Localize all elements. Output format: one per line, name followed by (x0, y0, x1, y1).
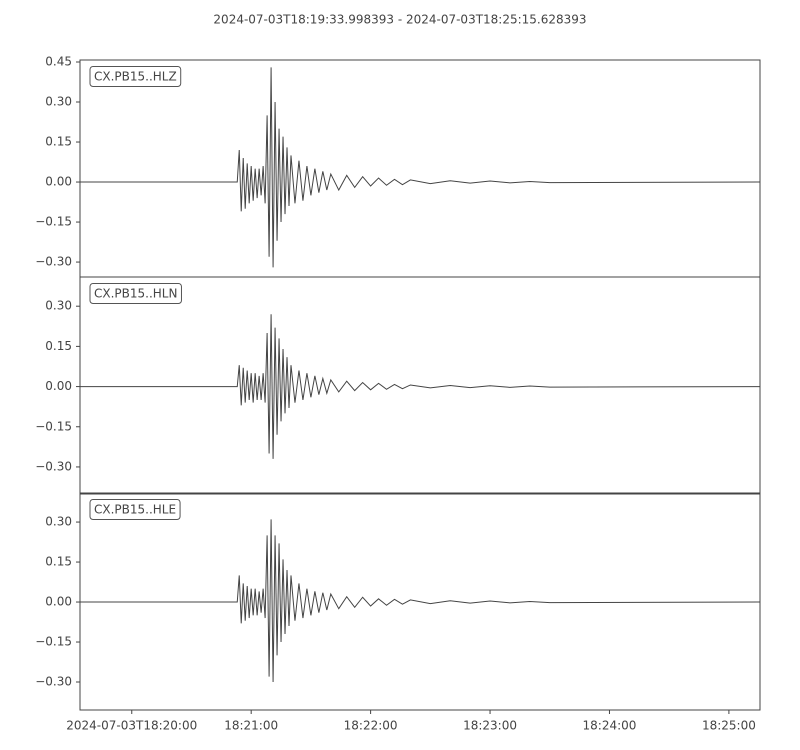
panel-frame (79, 59, 761, 278)
y-tick-label: −0.15 (35, 419, 72, 433)
y-tick-label: 0.00 (45, 379, 72, 393)
y-tick-label: 0.30 (45, 299, 72, 313)
x-tick-label: 18:21:00 (224, 719, 278, 733)
panel-frame (79, 276, 761, 495)
y-tick-label: 0.45 (45, 55, 72, 69)
trace-label: CX.PB15..HLE (94, 503, 176, 517)
x-tick-label: 2024-07-03T18:20:00 (66, 719, 197, 733)
x-tick-label: 18:24:00 (583, 719, 637, 733)
waveform (80, 314, 761, 459)
x-tick-label: 18:23:00 (463, 719, 517, 733)
y-tick-label: 0.30 (45, 515, 72, 529)
y-tick-label: −0.15 (35, 635, 72, 649)
y-tick-label: 0.15 (45, 555, 72, 569)
y-tick-label: −0.30 (35, 675, 72, 689)
trace-label-box (89, 283, 182, 304)
y-tick-label: 0.15 (45, 339, 72, 353)
y-tick-label: 0.00 (45, 175, 72, 189)
y-tick-label: 0.15 (45, 135, 72, 149)
y-tick-label: −0.15 (35, 215, 72, 229)
y-tick-label: −0.30 (35, 255, 72, 269)
waveform (80, 67, 761, 268)
trace-label-box (89, 66, 182, 87)
y-tick-label: 0.30 (45, 95, 72, 109)
x-tick-label: 18:25:00 (702, 719, 756, 733)
x-tick-label: 18:22:00 (344, 719, 398, 733)
y-tick-label: 0.00 (45, 595, 72, 609)
trace-label: CX.PB15..HLN (94, 287, 177, 301)
trace-label: CX.PB15..HLZ (94, 70, 177, 84)
panel-frame (79, 492, 761, 711)
chart-title: 2024-07-03T18:19:33.998393 - 2024-07-03T… (213, 13, 586, 27)
trace-label-box (89, 499, 181, 520)
y-tick-label: −0.30 (35, 459, 72, 473)
waveform (80, 519, 761, 683)
